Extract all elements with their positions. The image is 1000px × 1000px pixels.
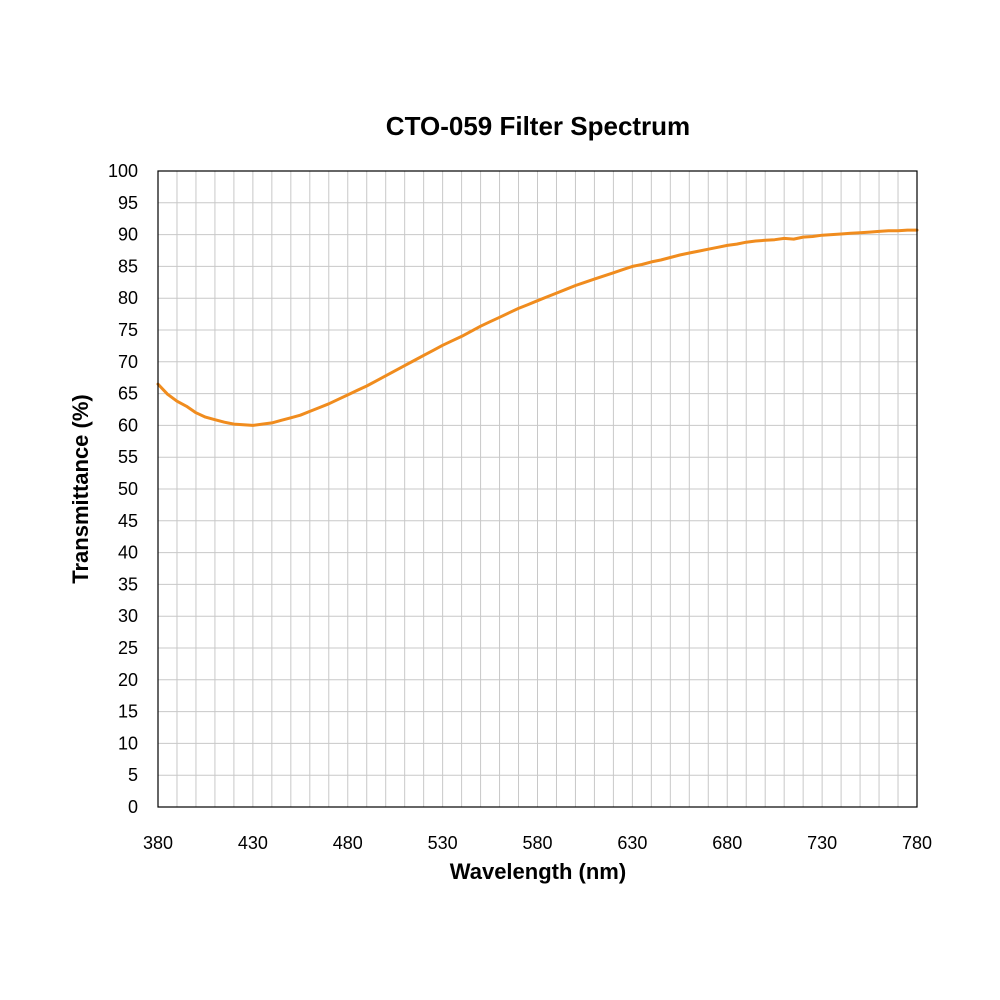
y-tick-label: 30 xyxy=(118,606,138,626)
y-tick-label: 15 xyxy=(118,702,138,722)
y-tick-label: 50 xyxy=(118,479,138,499)
x-axis-label: Wavelength (nm) xyxy=(450,859,626,884)
y-tick-label: 45 xyxy=(118,511,138,531)
x-tick-label: 630 xyxy=(617,833,647,853)
y-tick-label: 70 xyxy=(118,352,138,372)
series-layer xyxy=(156,228,919,427)
y-tick-label: 95 xyxy=(118,193,138,213)
y-tick-label: 90 xyxy=(118,225,138,245)
y-axis-label: Transmittance (%) xyxy=(68,394,93,584)
y-tick-label: 0 xyxy=(128,797,138,817)
y-tick-label: 60 xyxy=(118,415,138,435)
y-tick-label: 35 xyxy=(118,574,138,594)
y-tick-label: 25 xyxy=(118,638,138,658)
y-tick-label: 55 xyxy=(118,447,138,467)
x-tick-label: 780 xyxy=(902,833,932,853)
transmittance-series-line xyxy=(156,228,919,427)
y-tick-label: 10 xyxy=(118,733,138,753)
x-tick-label: 380 xyxy=(143,833,173,853)
x-tick-label: 530 xyxy=(428,833,458,853)
y-tick-label: 80 xyxy=(118,288,138,308)
x-tick-label: 580 xyxy=(522,833,552,853)
y-tick-label: 40 xyxy=(118,543,138,563)
x-axis-ticks: 380 430 480 530 580 630 680 730 780 xyxy=(143,833,932,853)
y-tick-label: 20 xyxy=(118,670,138,690)
x-tick-label: 430 xyxy=(238,833,268,853)
plot-area-frame xyxy=(157,170,918,808)
x-tick-label: 680 xyxy=(712,833,742,853)
y-tick-label: 5 xyxy=(128,765,138,785)
y-axis-ticks: 0 5 10 15 20 25 30 35 40 45 50 55 60 65 70 75 80 85 90 95 10… xyxy=(108,161,138,817)
y-tick-label: 100 xyxy=(108,161,138,181)
y-tick-label: 65 xyxy=(118,384,138,404)
x-tick-label: 730 xyxy=(807,833,837,853)
grid xyxy=(158,171,917,807)
chart-title: CTO-059 Filter Spectrum xyxy=(386,111,690,141)
y-tick-label: 85 xyxy=(118,256,138,276)
y-tick-label: 75 xyxy=(118,320,138,340)
x-tick-label: 480 xyxy=(333,833,363,853)
